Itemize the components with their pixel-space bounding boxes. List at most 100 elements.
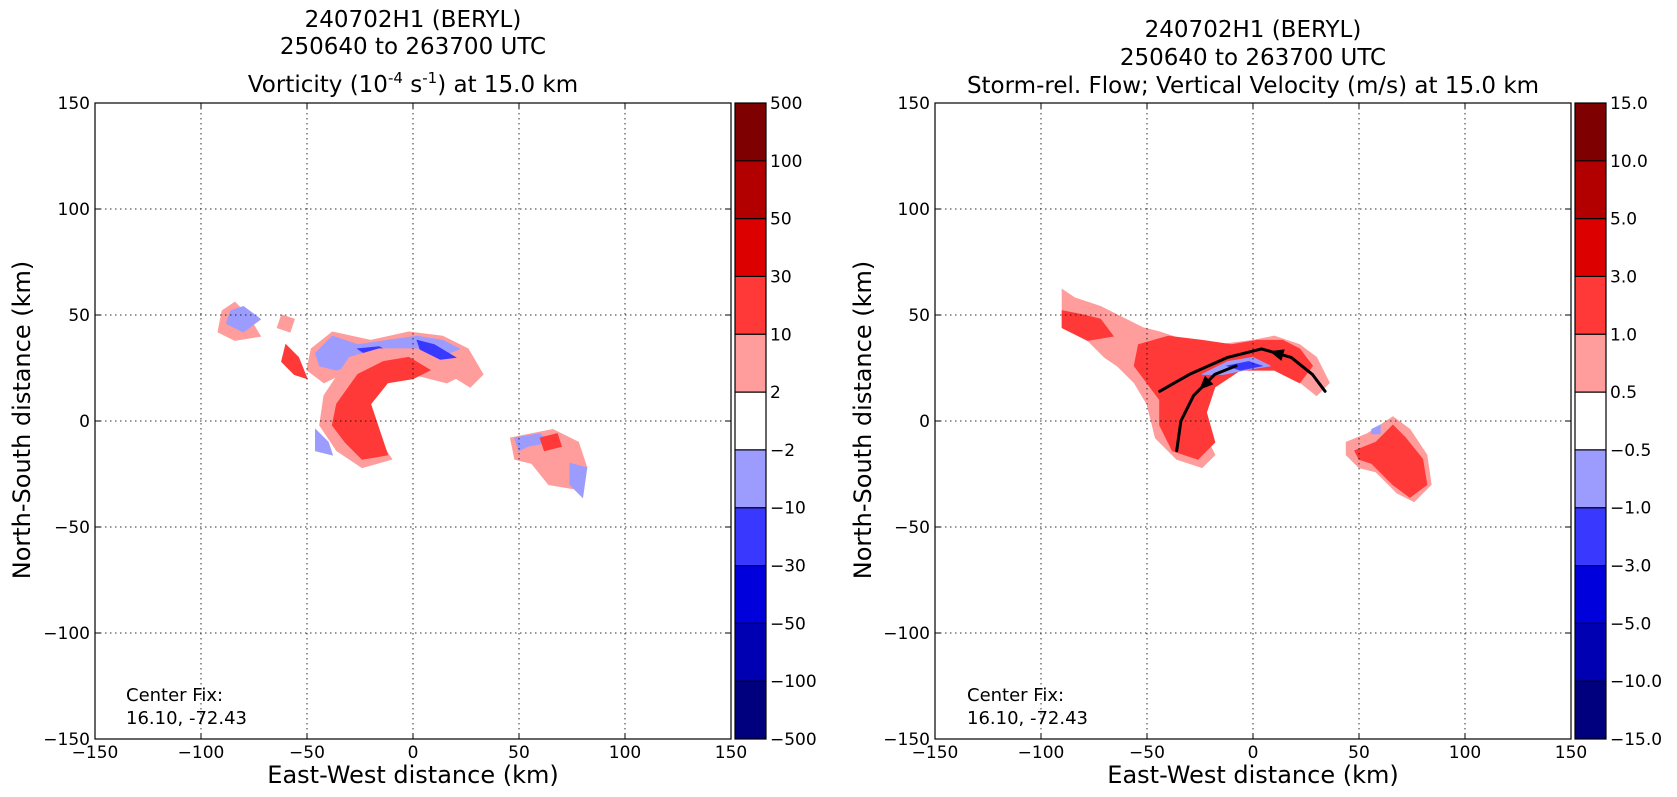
left-x-axis-label: East-West distance (km) xyxy=(267,761,558,789)
contour-region xyxy=(1371,424,1381,435)
x-tick-label: −100 xyxy=(178,743,225,763)
right-x-axis-label: East-West distance (km) xyxy=(1107,761,1398,789)
colorbar-segment xyxy=(1575,507,1606,566)
colorbar-label: 30 xyxy=(770,267,792,287)
colorbar-segment xyxy=(1575,449,1606,508)
y-tick-label: −50 xyxy=(54,518,90,538)
contour-region xyxy=(569,462,588,499)
colorbar-segment xyxy=(735,449,766,508)
vorticity-colorbar: 500 100 50 30 10 2 −2 −10 −30 −50 −100 −500 xyxy=(734,94,817,750)
colorbar-label: −15.0 xyxy=(1610,730,1662,750)
colorbar-segment xyxy=(1575,276,1606,335)
x-tick-label: 0 xyxy=(1248,743,1259,763)
colorbar-segment xyxy=(1575,681,1606,739)
colorbar-label: −2 xyxy=(770,441,795,461)
colorbar-segment xyxy=(735,392,766,450)
vertical-velocity-colorbar: 15.0 10.0 5.0 3.0 1.0 0.5 −0.5 −1.0 −3.0 −5.0 −10.… xyxy=(1574,94,1662,750)
colorbar-segment xyxy=(735,334,766,393)
x-tick-label: 150 xyxy=(1555,743,1587,763)
colorbar-label: 15.0 xyxy=(1610,94,1648,114)
colorbar-label: 5.0 xyxy=(1610,210,1637,230)
colorbar-segment xyxy=(1575,623,1606,682)
colorbar-label: −50 xyxy=(770,614,806,634)
x-tick-label: 50 xyxy=(508,743,530,763)
left-subtitle-prefix: Vorticity (10 xyxy=(248,72,388,98)
x-tick-label: −150 xyxy=(912,743,959,763)
colorbar-label: 50 xyxy=(770,210,792,230)
streamline xyxy=(1158,347,1327,393)
y-tick-label: −150 xyxy=(883,730,930,750)
y-tick-label: 0 xyxy=(919,412,930,432)
grid xyxy=(935,103,1571,739)
colorbar-segment xyxy=(1575,334,1606,393)
colorbar-label: −500 xyxy=(770,730,817,750)
colorbar-label: 100 xyxy=(770,152,802,172)
contour-region xyxy=(225,305,262,333)
colorbar-label: −5.0 xyxy=(1610,614,1651,634)
contour-region xyxy=(1354,424,1428,498)
colorbar-frame xyxy=(1574,102,1607,740)
left-subtitle-sup2: -1 xyxy=(422,69,437,87)
colorbar-segment xyxy=(1575,103,1606,161)
vertical-velocity-plot: −150 −100 −50 0 50 100 150 −150 −100 −50 0 50 100 150 xyxy=(883,94,1587,763)
left-subtitle-sup1: -4 xyxy=(388,69,403,87)
x-tick-label: 50 xyxy=(1348,743,1370,763)
colorbar-frame xyxy=(734,102,767,740)
x-tick-label: −150 xyxy=(72,743,119,763)
contour-region xyxy=(1061,310,1114,341)
y-tick-label: 0 xyxy=(79,412,90,432)
colorbar-segment xyxy=(735,623,766,682)
contour-region xyxy=(539,433,563,452)
y-tick-label: 50 xyxy=(68,306,90,326)
contour-region xyxy=(276,314,295,333)
colorbar-segment xyxy=(735,218,766,277)
colorbar-segment xyxy=(1575,218,1606,277)
right-subtitle: Storm-rel. Flow; Vertical Velocity (m/s)… xyxy=(967,73,1539,99)
colorbar-label: 10 xyxy=(770,325,792,345)
y-tick-label: 100 xyxy=(898,200,930,220)
colorbar-label: 0.5 xyxy=(1610,383,1637,403)
right-y-axis-label: North-South distance (km) xyxy=(849,261,877,580)
grid xyxy=(95,103,731,739)
left-subtitle-suffix: ) at 15.0 km xyxy=(437,72,578,98)
colorbar-label: −100 xyxy=(770,672,817,692)
colorbar-segment xyxy=(735,565,766,624)
colorbar-label: −0.5 xyxy=(1610,441,1651,461)
left-center-fix-value: 16.10, -72.43 xyxy=(126,708,247,729)
colorbar-segment xyxy=(735,160,766,219)
colorbar-label: −10 xyxy=(770,499,806,519)
contour-region xyxy=(331,356,432,460)
streamline xyxy=(1175,364,1238,453)
x-tick-label: −50 xyxy=(289,743,325,763)
left-title-line-2: 250640 to 263700 UTC xyxy=(280,34,546,60)
contour-regions xyxy=(217,301,588,499)
colorbar-label: 500 xyxy=(770,94,802,114)
vorticity-plot: −150 −100 −50 0 50 100 150 −150 −100 −50 0 50 100 150 xyxy=(43,94,747,763)
colorbar-segment xyxy=(735,681,766,739)
colorbar-segment xyxy=(735,276,766,335)
left-y-axis-label: North-South distance (km) xyxy=(8,261,36,580)
x-tick-label: 150 xyxy=(715,743,747,763)
colorbar-label: −3.0 xyxy=(1610,557,1651,577)
colorbar-segment xyxy=(735,103,766,161)
left-title-line-1: 240702H1 (BERYL) xyxy=(305,7,522,33)
left-subtitle: Vorticity (10-4 s-1) at 15.0 km xyxy=(248,69,578,98)
y-tick-label: −100 xyxy=(43,624,90,644)
streamline-arrowhead xyxy=(1269,349,1285,361)
x-tick-label: −50 xyxy=(1129,743,1165,763)
contour-region xyxy=(315,428,334,456)
y-tick-label: −150 xyxy=(43,730,90,750)
right-panel: 240702H1 (BERYL) 250640 to 263700 UTC St… xyxy=(849,17,1662,789)
y-tick-label: 150 xyxy=(898,94,930,114)
x-tick-label: 100 xyxy=(1449,743,1481,763)
right-center-fix-value: 16.10, -72.43 xyxy=(967,708,1088,729)
colorbar-label: −1.0 xyxy=(1610,499,1651,519)
colorbar-label: 1.0 xyxy=(1610,325,1637,345)
colorbar-label: 2 xyxy=(770,383,781,403)
x-tick-label: 100 xyxy=(609,743,641,763)
left-center-fix-label: Center Fix: xyxy=(126,685,223,706)
y-tick-label: 150 xyxy=(58,94,90,114)
x-tick-label: 0 xyxy=(408,743,419,763)
y-tick-label: −50 xyxy=(894,518,930,538)
